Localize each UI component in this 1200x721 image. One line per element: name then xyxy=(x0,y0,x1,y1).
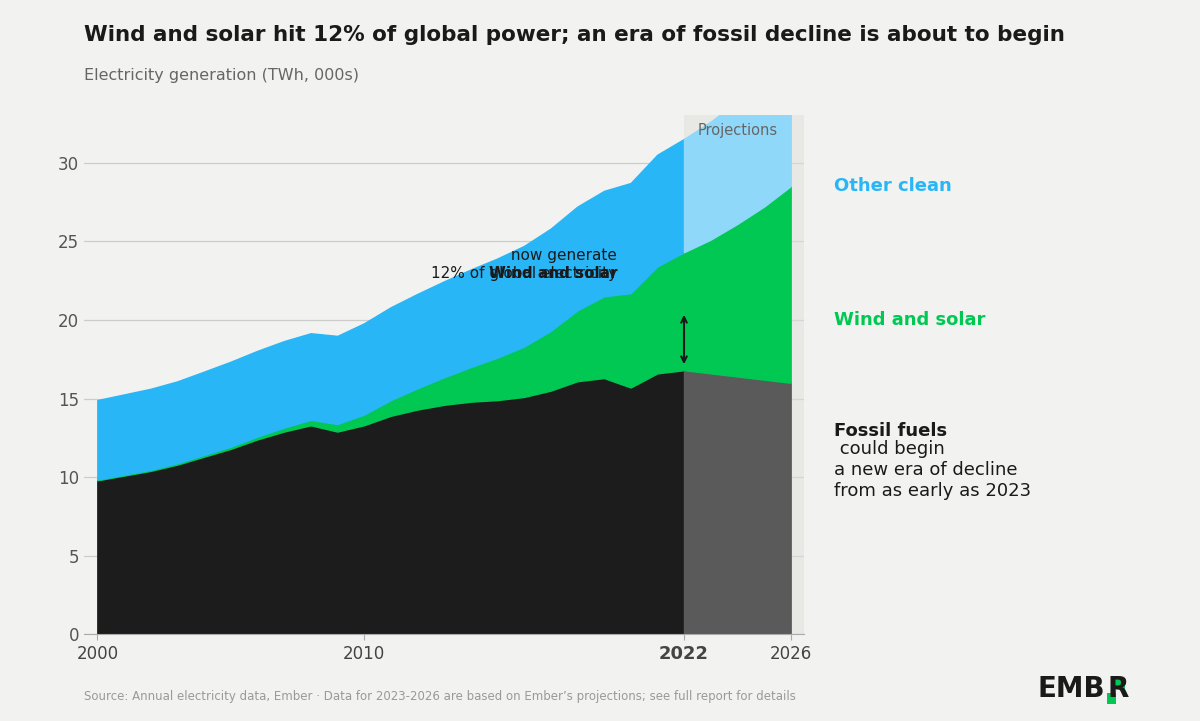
Text: Other clean: Other clean xyxy=(834,177,952,195)
Text: Wind and solar: Wind and solar xyxy=(834,311,985,329)
Text: Source: Annual electricity data, Ember · Data for 2023-2026 are based on Ember’s: Source: Annual electricity data, Ember ·… xyxy=(84,690,796,703)
Text: R: R xyxy=(1108,675,1129,703)
Bar xyxy=(1108,693,1116,704)
Text: Projections: Projections xyxy=(697,123,778,138)
Bar xyxy=(1116,679,1124,690)
Text: Wind and solar hit 12% of global power; an era of fossil decline is about to beg: Wind and solar hit 12% of global power; … xyxy=(84,25,1064,45)
Text: could begin
a new era of decline
from as early as 2023: could begin a new era of decline from as… xyxy=(834,440,1031,500)
Bar xyxy=(684,115,804,634)
Text: Fossil fuels: Fossil fuels xyxy=(834,422,947,440)
Text: EMB: EMB xyxy=(1038,675,1105,703)
Text: Electricity generation (TWh, 000s): Electricity generation (TWh, 000s) xyxy=(84,68,359,84)
Text: Wind and solar: Wind and solar xyxy=(488,265,617,280)
Text: now generate
12% of global electricity: now generate 12% of global electricity xyxy=(431,248,617,280)
